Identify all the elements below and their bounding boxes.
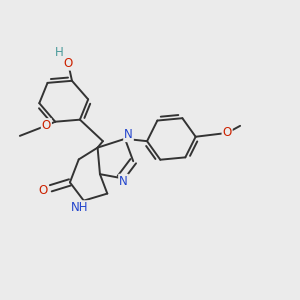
Text: O: O [42,119,51,132]
Text: O: O [39,184,48,197]
Text: O: O [64,57,73,70]
Text: O: O [223,126,232,140]
Text: NH: NH [71,201,89,214]
Text: N: N [124,128,133,141]
Text: H: H [55,46,64,59]
Text: N: N [119,175,128,188]
